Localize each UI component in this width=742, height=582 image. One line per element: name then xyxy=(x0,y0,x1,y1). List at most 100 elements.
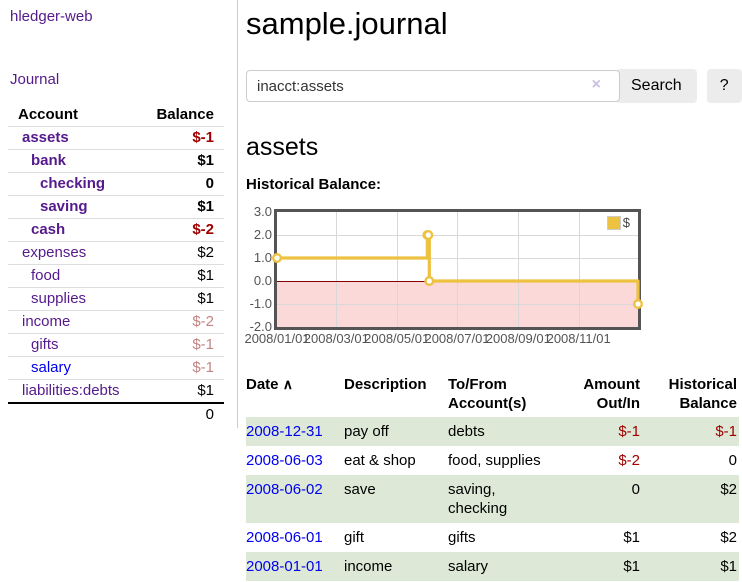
transaction-date-link[interactable]: 2008-06-03 xyxy=(246,452,323,469)
x-axis-label: 2008/07/01 xyxy=(424,331,490,346)
gridline-vertical xyxy=(396,212,398,327)
transaction-date-link[interactable]: 2008-06-02 xyxy=(246,481,323,498)
register-col-balance: Historical Balance xyxy=(668,376,737,412)
account-balance: $2 xyxy=(197,244,214,261)
register-header-row: Date ∧ Description To/From Account(s) Am… xyxy=(246,371,739,417)
account-row: cash $-2 xyxy=(8,218,224,242)
accounts-col-balance: Balance xyxy=(156,106,214,123)
transaction-accounts: saving, checking xyxy=(448,481,508,517)
transaction-description: eat & shop xyxy=(344,452,416,469)
transaction-accounts: salary xyxy=(448,558,489,575)
chart-legend: $ xyxy=(606,215,630,230)
data-point-marker xyxy=(424,275,435,286)
account-link[interactable]: supplies xyxy=(31,290,87,307)
transaction-row: 2008-06-03 eat & shop food, supplies $-2 0 xyxy=(246,446,739,475)
account-row: income $-2 xyxy=(8,310,224,334)
account-balance: $-2 xyxy=(192,221,214,238)
transaction-balance: $1 xyxy=(720,558,737,575)
account-balance: $1 xyxy=(197,152,214,169)
account-link[interactable]: cash xyxy=(31,221,66,238)
sort-ascending-icon: ∧ xyxy=(282,376,293,392)
transaction-row: 2008-01-01 income salary $1 $1 xyxy=(246,552,739,581)
legend-series-label: $ xyxy=(622,215,630,230)
transaction-amount: $-2 xyxy=(618,452,640,469)
account-heading: assets xyxy=(246,133,319,161)
chart-line xyxy=(277,233,640,304)
app-title-link[interactable]: hledger-web xyxy=(10,8,93,25)
y-axis-label: 1.0 xyxy=(253,250,272,265)
register-col-date[interactable]: Date ∧ xyxy=(246,376,293,393)
account-row: supplies $1 xyxy=(8,287,224,311)
register-table: Date ∧ Description To/From Account(s) Am… xyxy=(246,371,739,581)
chart-series-layer xyxy=(272,230,644,309)
account-balance: $1 xyxy=(197,198,214,215)
search-input[interactable] xyxy=(246,70,620,102)
account-link[interactable]: checking xyxy=(40,175,106,192)
transaction-amount: $1 xyxy=(623,529,640,546)
transaction-row: 2008-06-01 gift gifts $1 $2 xyxy=(246,523,739,552)
account-balance: $1 xyxy=(197,290,214,307)
account-balance: $-1 xyxy=(192,359,214,376)
account-link[interactable]: assets xyxy=(22,129,69,146)
transaction-description: gift xyxy=(344,529,365,546)
account-link[interactable]: expenses xyxy=(22,244,87,261)
chart-title: Historical Balance: xyxy=(246,176,382,193)
account-balance: 0 xyxy=(205,175,214,192)
x-axis-label: 2008/01/01 xyxy=(244,331,310,346)
balance-chart[interactable]: 3.0 2.0 1.0 0.0 -1.0 -2.0 2008/01/01 2008/03/01… xyxy=(244,204,646,350)
x-axis-label: 2008/09/01 xyxy=(485,331,551,346)
register-col-accounts: To/From Account(s) xyxy=(448,376,527,412)
accounts-col-account: Account xyxy=(18,106,78,123)
transaction-amount: $1 xyxy=(623,558,640,575)
transaction-description: income xyxy=(344,558,393,575)
account-link[interactable]: saving xyxy=(40,198,88,215)
sidebar: hledger-web Journal Account Balance asse… xyxy=(0,0,238,428)
y-axis-label: -2.0 xyxy=(249,319,272,334)
account-link[interactable]: gifts xyxy=(31,336,59,353)
account-row: food $1 xyxy=(8,264,224,288)
account-balance: $-1 xyxy=(192,129,214,146)
gridline-vertical xyxy=(336,212,338,327)
transaction-balance: 0 xyxy=(728,452,737,469)
accounts-header-row: Account Balance xyxy=(8,104,224,127)
transaction-accounts: food, supplies xyxy=(448,452,541,469)
account-row: saving $1 xyxy=(8,195,224,219)
search-button[interactable]: Search xyxy=(616,69,697,103)
account-row: checking 0 xyxy=(8,172,224,196)
account-balance: $1 xyxy=(197,267,214,284)
account-link[interactable]: food xyxy=(31,267,61,284)
account-balance: $-2 xyxy=(192,313,214,330)
register-col-amount: Amount Out/In xyxy=(583,376,640,412)
data-point-marker xyxy=(633,298,644,309)
account-balance: $1 xyxy=(197,382,214,399)
account-link[interactable]: income xyxy=(22,313,71,330)
accounts-total-row: 0 xyxy=(8,403,224,426)
x-axis-label: 2008/05/01 xyxy=(364,331,430,346)
transaction-description: pay off xyxy=(344,423,389,440)
transaction-description: save xyxy=(344,481,376,498)
account-row: assets $-1 xyxy=(8,126,224,150)
gridline-vertical xyxy=(578,212,580,327)
account-row: expenses $2 xyxy=(8,241,224,265)
account-link[interactable]: liabilities:debts xyxy=(22,382,120,399)
transaction-balance: $2 xyxy=(720,529,737,546)
clear-search-icon[interactable]: × xyxy=(591,76,601,93)
transaction-row: 2008-06-02 save saving, checking 0 $2 xyxy=(246,475,739,523)
account-link[interactable]: bank xyxy=(31,152,67,169)
transaction-balance: $-1 xyxy=(715,423,737,440)
data-point-marker xyxy=(423,230,434,241)
transaction-row: 2008-12-31 pay off debts $-1 $-1 xyxy=(246,417,739,446)
sidebar-item-journal[interactable]: Journal xyxy=(10,71,60,88)
transaction-date-link[interactable]: 2008-12-31 xyxy=(246,423,323,440)
transaction-date-link[interactable]: 2008-06-01 xyxy=(246,529,323,546)
y-axis-label: 0.0 xyxy=(253,273,272,288)
help-button[interactable]: ? xyxy=(706,69,742,103)
y-axis-label: 2.0 xyxy=(253,227,272,242)
transaction-accounts: gifts xyxy=(448,529,476,546)
transaction-amount: $-1 xyxy=(618,423,640,440)
account-row: gifts $-1 xyxy=(8,333,224,357)
account-link[interactable]: salary xyxy=(31,359,72,376)
transaction-date-link[interactable]: 2008-01-01 xyxy=(246,558,323,575)
gridline-vertical xyxy=(457,212,458,327)
transaction-amount: 0 xyxy=(631,481,640,498)
